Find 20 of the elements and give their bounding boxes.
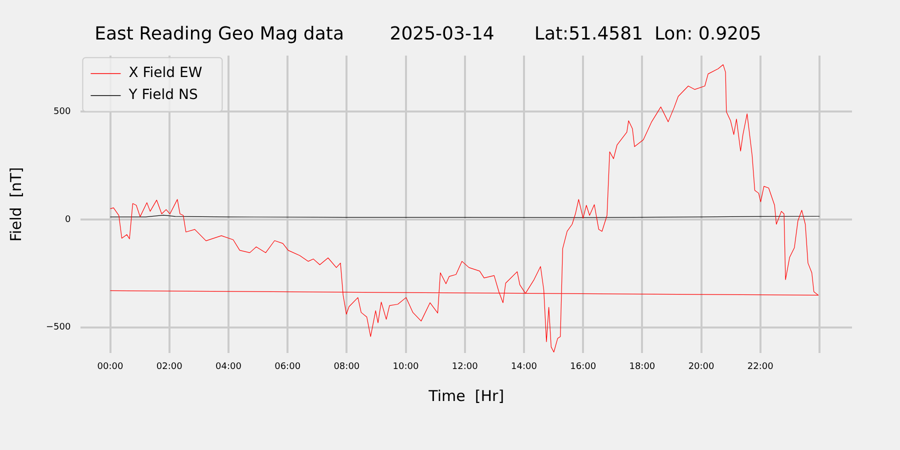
chart-title: East Reading Geo Mag data 2025-03-14 Lat:51.4581 Lon: 0.9205 [94,23,762,44]
x-tick-label: 22:00 [747,362,774,372]
x-tick-label: 10:00 [392,362,420,372]
legend-label: X Field EW [128,65,202,82]
x-tick-label: 00:00 [97,362,124,372]
y-axis-title: Field [nT] [6,167,25,242]
x-tick-label: 14:00 [511,362,538,372]
x-tick-label: 12:00 [452,362,478,372]
x-tick-label: 06:00 [274,362,301,372]
y-tick-label: 500 [54,107,71,118]
y-tick-label: 0 [64,214,71,225]
x-tick-label: 20:00 [688,362,715,372]
x-axis-title: Time [Hr] [428,386,504,405]
x-tick-label: 18:00 [629,362,656,372]
x-tick-label: 08:00 [334,362,360,372]
x-tick-label: 04:00 [216,362,242,372]
x-tick-label: 02:00 [156,362,183,372]
legend-label: Y Field NS [128,87,198,104]
x-tick-label: 16:00 [570,362,596,372]
y-tick-label: −500 [46,322,71,333]
